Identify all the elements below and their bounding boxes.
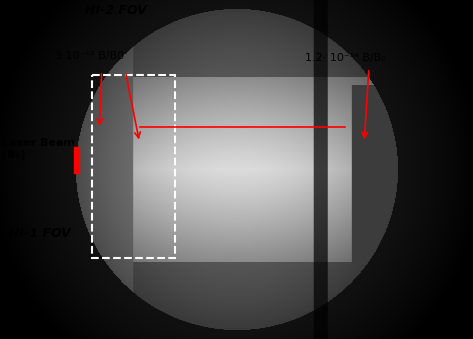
Text: HI-1 FOV: HI-1 FOV: [9, 227, 71, 240]
Bar: [74, 147, 79, 173]
Text: Laser Beam
(B₀): Laser Beam (B₀): [2, 138, 75, 160]
Text: HI-2 FOV: HI-2 FOV: [85, 4, 147, 17]
Text: 1.2· 10⁻¹⁴ B/B₀: 1.2· 10⁻¹⁴ B/B₀: [305, 53, 385, 63]
Text: 3·10⁻¹³ B/B0: 3·10⁻¹³ B/B0: [55, 51, 124, 61]
Bar: [92, 75, 175, 258]
